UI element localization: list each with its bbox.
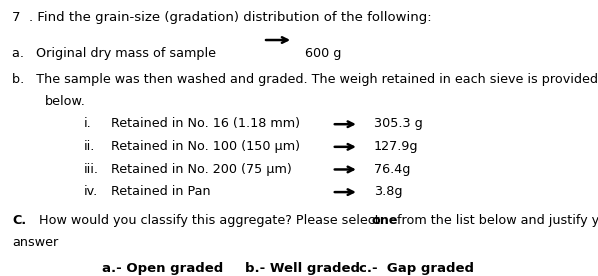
Text: 305.3 g: 305.3 g [374,117,423,130]
Text: Retained in No. 16 (1.18 mm): Retained in No. 16 (1.18 mm) [111,117,300,130]
Text: 127.9g: 127.9g [374,140,418,153]
Text: a.   Original dry mass of sample: a. Original dry mass of sample [12,47,216,60]
Text: 3.8g: 3.8g [374,185,402,198]
Text: below.: below. [45,95,86,108]
Text: How would you classify this aggregate? Please select: How would you classify this aggregate? P… [35,214,383,227]
Text: a.- Open graded: a.- Open graded [102,262,223,275]
Text: Retained in No. 100 (150 μm): Retained in No. 100 (150 μm) [111,140,300,153]
Text: 76.4g: 76.4g [374,163,410,176]
Text: Retained in No. 200 (75 μm): Retained in No. 200 (75 μm) [111,163,291,176]
Text: answer: answer [12,236,58,249]
Text: b.- Well graded: b.- Well graded [245,262,360,275]
Text: one: one [372,214,398,227]
Text: iii.: iii. [84,163,99,176]
Text: b.   The sample was then washed and graded. The weigh retained in each sieve is : b. The sample was then washed and graded… [12,73,598,86]
Text: ii.: ii. [84,140,95,153]
Text: iv.: iv. [84,185,98,198]
Text: from the list below and justify your: from the list below and justify your [393,214,598,227]
Text: 600 g: 600 g [305,47,341,60]
Text: c.-  Gap graded: c.- Gap graded [359,262,474,275]
Text: Retained in Pan: Retained in Pan [111,185,210,198]
Text: i.: i. [84,117,91,130]
Text: C.: C. [12,214,26,227]
Text: 7  . Find the grain-size (gradation) distribution of the following:: 7 . Find the grain-size (gradation) dist… [12,11,432,24]
